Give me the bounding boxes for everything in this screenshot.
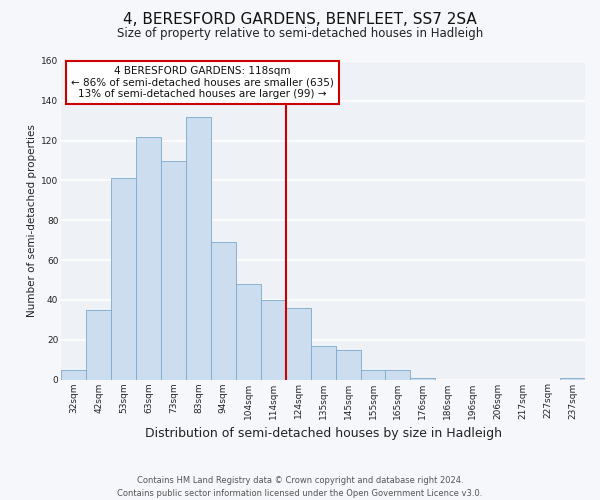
Bar (560, 378, 585, 380)
Text: Size of property relative to semi-detached houses in Hadleigh: Size of property relative to semi-detach… (117, 28, 483, 40)
Y-axis label: Number of semi-detached properties: Number of semi-detached properties (27, 124, 37, 316)
Bar (211, 242, 236, 380)
Bar (136, 136, 161, 380)
Bar (385, 370, 410, 380)
Bar (361, 370, 385, 380)
Bar (161, 160, 186, 380)
Bar (61, 370, 86, 380)
Text: 4, BERESFORD GARDENS, BENFLEET, SS7 2SA: 4, BERESFORD GARDENS, BENFLEET, SS7 2SA (123, 12, 477, 28)
Bar (335, 350, 361, 380)
Bar (311, 346, 335, 380)
Bar (186, 116, 211, 380)
X-axis label: Distribution of semi-detached houses by size in Hadleigh: Distribution of semi-detached houses by … (145, 427, 502, 440)
Bar (86, 310, 111, 380)
Bar (410, 378, 436, 380)
Bar (286, 308, 311, 380)
Text: Contains HM Land Registry data © Crown copyright and database right 2024.
Contai: Contains HM Land Registry data © Crown c… (118, 476, 482, 498)
Bar (236, 284, 261, 380)
Text: 4 BERESFORD GARDENS: 118sqm
← 86% of semi-detached houses are smaller (635)
13% : 4 BERESFORD GARDENS: 118sqm ← 86% of sem… (71, 66, 334, 99)
Bar (111, 178, 136, 380)
Bar (261, 300, 286, 380)
